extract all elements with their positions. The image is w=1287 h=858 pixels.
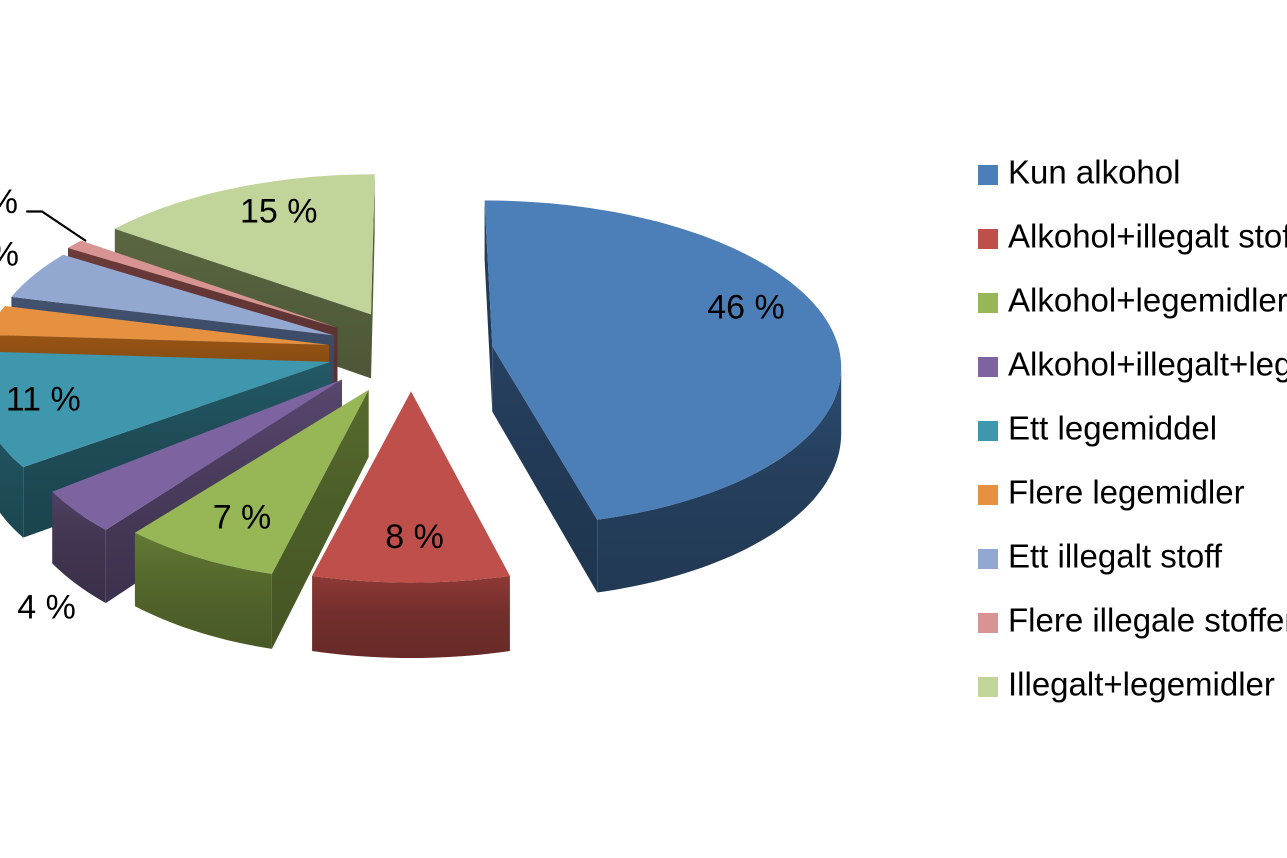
svg-text:Kun alkohol: Kun alkohol bbox=[1008, 154, 1180, 191]
svg-text:Alkohol+legemidler: Alkohol+legemidler bbox=[1008, 282, 1287, 319]
svg-text:8 %: 8 % bbox=[385, 518, 444, 556]
svg-text:Alkohol+illegalt+legemidler: Alkohol+illegalt+legemidler bbox=[1008, 346, 1287, 383]
svg-text:1 %: 1 % bbox=[0, 183, 18, 221]
svg-text:4 %: 4 % bbox=[17, 588, 76, 626]
svg-text:46 %: 46 % bbox=[707, 288, 785, 326]
svg-text:Ett illegalt stoff: Ett illegalt stoff bbox=[1008, 538, 1223, 575]
svg-text:Illegalt+legemidler: Illegalt+legemidler bbox=[1008, 666, 1275, 703]
svg-text:Alkohol+illegalt stoff: Alkohol+illegalt stoff bbox=[1008, 218, 1287, 255]
svg-text:Flere illegale stoffer: Flere illegale stoffer bbox=[1008, 602, 1287, 639]
svg-text:11 %: 11 % bbox=[6, 380, 81, 418]
svg-text:Ett legemiddel: Ett legemiddel bbox=[1008, 410, 1217, 447]
svg-text:Flere legemidler: Flere legemidler bbox=[1008, 474, 1245, 511]
svg-text:5 %: 5 % bbox=[0, 235, 19, 273]
svg-text:7 %: 7 % bbox=[213, 499, 272, 537]
svg-text:15 %: 15 % bbox=[240, 192, 318, 230]
